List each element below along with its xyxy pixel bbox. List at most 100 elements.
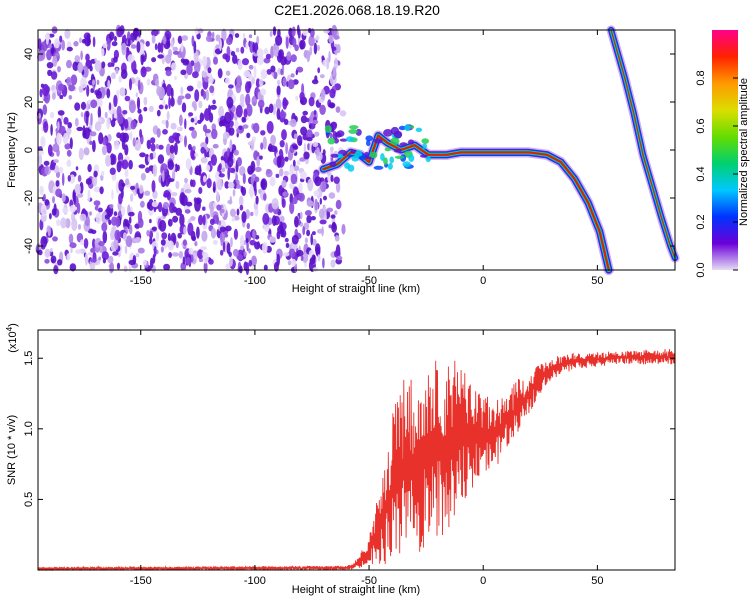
noise-blob: [73, 40, 79, 47]
noise-blob: [186, 257, 191, 266]
noise-blob: [252, 41, 256, 53]
noise-blob: [169, 202, 175, 214]
noise-blob: [146, 230, 151, 237]
noise-blob: [155, 143, 159, 150]
noise-blob: [269, 30, 273, 37]
noise-blob: [210, 206, 214, 218]
track-blob: [339, 138, 348, 142]
noise-blob: [155, 231, 160, 242]
snr-xtick-label: -150: [130, 575, 152, 587]
noise-blob: [221, 167, 226, 172]
noise-blob: [262, 136, 267, 150]
spectrogram-panel: -150 -100 -50 0 50 -40 -20 0 20 40 Height of stra…: [6, 24, 680, 295]
noise-blob: [290, 54, 297, 63]
noise-blob: [49, 213, 52, 220]
noise-blob: [72, 191, 76, 202]
noise-blob: [111, 226, 117, 233]
spectrogram-xtick-label: -150: [130, 275, 152, 287]
colorbar-tick-label: 0.0: [695, 262, 707, 277]
noise-blob: [227, 167, 231, 180]
noise-blob: [264, 223, 270, 232]
noise-blob: [130, 44, 137, 49]
noise-blob: [250, 139, 255, 151]
noise-blob: [184, 188, 192, 194]
noise-blob: [80, 50, 83, 61]
noise-blob: [69, 242, 77, 249]
noise-blob: [128, 259, 136, 266]
noise-blob: [296, 66, 304, 73]
track-blob: [383, 157, 388, 165]
noise-blob: [179, 213, 185, 227]
noise-blob: [191, 179, 196, 188]
noise-blob: [124, 144, 129, 156]
noise-blob: [314, 131, 320, 137]
noise-blob: [263, 193, 267, 201]
noise-blob: [146, 78, 151, 86]
noise-blob: [234, 33, 240, 38]
noise-blob: [202, 206, 206, 211]
noise-blob: [208, 76, 214, 84]
noise-blob: [198, 187, 203, 194]
noise-blob: [138, 164, 146, 169]
noise-blob: [86, 33, 91, 46]
noise-blob: [248, 188, 252, 195]
noise-blob: [168, 48, 172, 58]
track-blob: [345, 136, 354, 142]
noise-blob: [121, 138, 126, 150]
colorbar-tick-label: 0.4: [695, 166, 707, 181]
noise-blob: [251, 265, 255, 271]
noise-blob: [328, 192, 336, 199]
noise-blob: [311, 238, 317, 246]
noise-blob: [202, 224, 208, 230]
noise-blob: [205, 164, 211, 172]
noise-blob: [211, 128, 218, 140]
noise-blob: [175, 207, 183, 216]
snr-ytick-label: 1.5: [23, 351, 35, 366]
noise-blob: [122, 232, 127, 242]
noise-blob: [319, 219, 327, 225]
noise-blob: [66, 127, 72, 136]
noise-blob: [226, 46, 231, 56]
noise-blob: [331, 46, 337, 51]
noise-blob: [161, 232, 168, 240]
noise-blob: [50, 111, 55, 119]
noise-blob: [125, 235, 133, 248]
noise-blob: [153, 245, 157, 257]
noise-blob: [242, 173, 246, 185]
noise-blob: [66, 76, 72, 87]
noise-blob: [159, 220, 167, 232]
noise-blob: [296, 159, 301, 166]
noise-blob: [123, 265, 128, 273]
noise-blob: [240, 245, 245, 250]
noise-blob: [180, 194, 188, 207]
noise-blob: [263, 48, 269, 55]
noise-blob: [326, 57, 330, 70]
noise-blob: [128, 100, 136, 114]
colorbar-tick-label: 0.2: [695, 214, 707, 229]
noise-blob: [137, 79, 141, 91]
noise-blob: [60, 115, 64, 121]
noise-blob: [130, 119, 137, 130]
noise-blob: [51, 92, 56, 100]
noise-blob: [81, 38, 87, 44]
noise-blob: [77, 174, 82, 183]
noise-blob: [68, 95, 73, 100]
noise-blob: [201, 70, 208, 78]
noise-blob: [43, 121, 49, 133]
noise-blob: [239, 93, 245, 105]
noise-blob: [158, 104, 164, 110]
noise-blob: [335, 199, 342, 210]
noise-blob: [143, 96, 148, 106]
noise-blob: [162, 129, 168, 135]
noise-blob: [221, 28, 227, 41]
noise-blob: [39, 185, 44, 196]
noise-blob: [170, 87, 174, 99]
noise-blob: [50, 248, 53, 253]
noise-blob: [200, 157, 208, 164]
noise-blob: [48, 43, 52, 49]
noise-blob: [279, 221, 283, 232]
noise-blob: [85, 53, 90, 62]
snr-panel: -150 -100 -50 0 50 0.5 1.0 1.5 (x104) Height of…: [5, 323, 676, 596]
noise-blob: [67, 175, 72, 182]
spectrogram-xtick-label: 50: [591, 275, 603, 287]
